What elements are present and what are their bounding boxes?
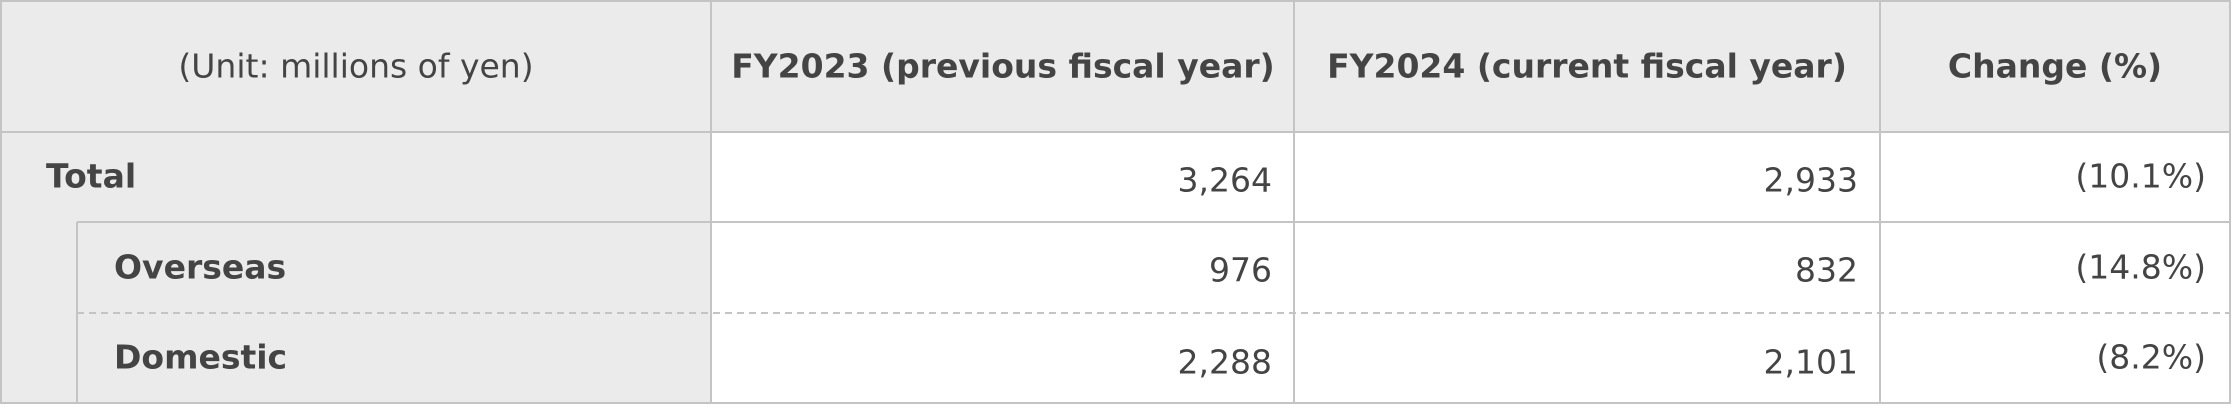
label-column-bg	[1, 132, 711, 403]
cell: 2,288	[1178, 343, 1272, 382]
header-cell: (Unit: millions of yen)	[178, 47, 533, 86]
header-cell: Change (%)	[1948, 47, 2162, 86]
cell: 2,933	[1764, 161, 1858, 200]
row-label: Domestic	[114, 338, 287, 377]
grid	[0, 0, 2231, 404]
cell: (8.2%)	[2096, 338, 2206, 377]
row-label: Overseas	[114, 248, 286, 287]
header-cell: FY2023 (previous fiscal year)	[731, 47, 1275, 86]
cell: (14.8%)	[2075, 248, 2206, 287]
outer-border	[0, 0, 2231, 404]
cell: 976	[1209, 251, 1272, 290]
cell: (10.1%)	[2075, 157, 2206, 196]
header-cell: FY2024 (current fiscal year)	[1327, 47, 1847, 86]
cell: 3,264	[1178, 161, 1272, 200]
header-bg	[1, 1, 2230, 132]
row-label: Total	[46, 157, 136, 196]
cell: 2,101	[1764, 343, 1858, 382]
cell: 832	[1795, 251, 1858, 290]
